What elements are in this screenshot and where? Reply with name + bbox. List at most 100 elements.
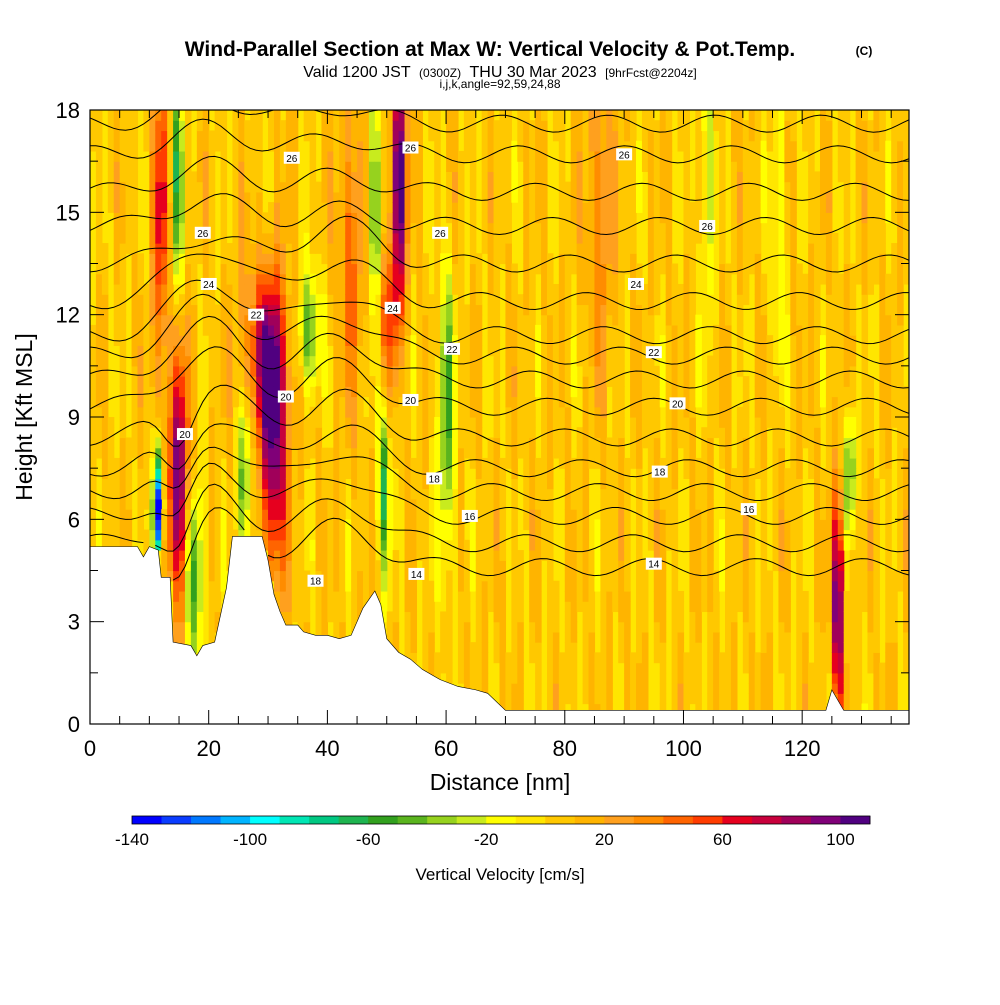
velocity-cell — [469, 304, 477, 316]
velocity-cell — [558, 110, 566, 121]
velocity-cell — [184, 324, 192, 336]
velocity-cell — [196, 601, 204, 613]
velocity-cell — [273, 283, 281, 295]
velocity-cell — [499, 478, 507, 490]
velocity-cell — [760, 406, 768, 418]
velocity-cell — [772, 468, 780, 479]
velocity-cell — [653, 570, 661, 582]
velocity-cell — [179, 171, 186, 183]
velocity-cell — [273, 406, 281, 418]
velocity-cell — [357, 590, 364, 602]
velocity-cell — [345, 202, 352, 213]
velocity-cell — [487, 590, 495, 602]
velocity-cell — [440, 488, 447, 500]
velocity-cell — [131, 304, 139, 316]
velocity-cell — [285, 519, 293, 531]
velocity-cell — [719, 212, 726, 224]
velocity-cell — [707, 580, 714, 592]
velocity-cell — [618, 621, 625, 633]
velocity-cell — [582, 550, 590, 561]
velocity-cell — [695, 631, 702, 643]
velocity-cell — [790, 417, 797, 428]
velocity-cell — [173, 161, 180, 172]
velocity-cell — [511, 703, 518, 715]
velocity-cell — [505, 304, 512, 316]
velocity-cell — [101, 427, 109, 439]
velocity-cell — [570, 232, 578, 244]
velocity-cell — [487, 120, 495, 132]
velocity-cell — [546, 478, 554, 490]
velocity-cell — [653, 171, 661, 183]
velocity-cell — [244, 386, 251, 398]
velocity-cell — [719, 437, 726, 449]
velocity-cell — [493, 560, 501, 572]
velocity-cell — [208, 560, 216, 572]
velocity-cell — [363, 161, 370, 172]
velocity-cell — [363, 550, 370, 561]
velocity-cell — [101, 273, 109, 285]
velocity-cell — [742, 539, 750, 551]
velocity-cell — [404, 447, 412, 459]
velocity-cell — [463, 570, 471, 582]
velocity-cell — [541, 447, 548, 459]
velocity-cell — [268, 457, 275, 469]
velocity-cell — [630, 171, 637, 183]
velocity-cell — [244, 202, 251, 213]
velocity-cell — [748, 621, 756, 633]
velocity-cell — [505, 457, 512, 469]
velocity-cell — [380, 529, 388, 541]
velocity-cell — [137, 447, 145, 459]
velocity-cell — [535, 335, 542, 346]
velocity-cell — [541, 427, 548, 439]
velocity-cell — [416, 202, 423, 213]
velocity-cell — [778, 314, 785, 326]
velocity-cell — [600, 580, 607, 592]
velocity-cell — [772, 427, 780, 439]
velocity-cell — [173, 631, 180, 643]
velocity-cell — [398, 396, 406, 408]
velocity-cell — [190, 253, 198, 265]
velocity-cell — [452, 202, 459, 213]
velocity-cell — [701, 437, 708, 449]
velocity-cell — [647, 243, 655, 254]
velocity-cell — [790, 335, 797, 346]
velocity-cell — [790, 509, 797, 520]
velocity-cell — [440, 447, 447, 459]
velocity-cell — [659, 519, 667, 531]
velocity-cell — [363, 529, 370, 541]
velocity-cell — [653, 519, 661, 531]
velocity-cell — [291, 304, 299, 316]
velocity-cell — [173, 468, 180, 479]
velocity-cell — [244, 427, 251, 439]
velocity-cell — [155, 406, 162, 418]
velocity-cell — [167, 161, 174, 172]
velocity-cell — [564, 498, 572, 510]
velocity-cell — [725, 365, 732, 377]
velocity-cell — [155, 447, 162, 459]
velocity-cell — [766, 570, 774, 582]
velocity-cell — [636, 191, 643, 203]
velocity-cell — [487, 314, 495, 326]
velocity-cell — [570, 611, 578, 623]
velocity-cell — [529, 498, 536, 510]
velocity-cell — [309, 161, 317, 172]
velocity-cell — [273, 478, 281, 490]
velocity-cell — [707, 150, 714, 162]
velocity-cell — [256, 212, 263, 224]
velocity-cell — [374, 191, 382, 203]
velocity-cell — [748, 468, 756, 479]
velocity-cell — [392, 376, 400, 387]
velocity-cell — [90, 345, 97, 357]
velocity-cell — [363, 304, 370, 316]
velocity-cell — [232, 365, 239, 377]
velocity-cell — [357, 171, 364, 183]
velocity-cell — [659, 130, 667, 142]
velocity-cell — [161, 345, 168, 357]
velocity-cell — [291, 560, 299, 572]
velocity-cell — [630, 427, 637, 439]
velocity-cell — [511, 304, 518, 316]
velocity-cell — [268, 396, 275, 408]
velocity-cell — [713, 396, 720, 408]
velocity-cell — [742, 478, 750, 490]
velocity-cell — [368, 243, 376, 254]
